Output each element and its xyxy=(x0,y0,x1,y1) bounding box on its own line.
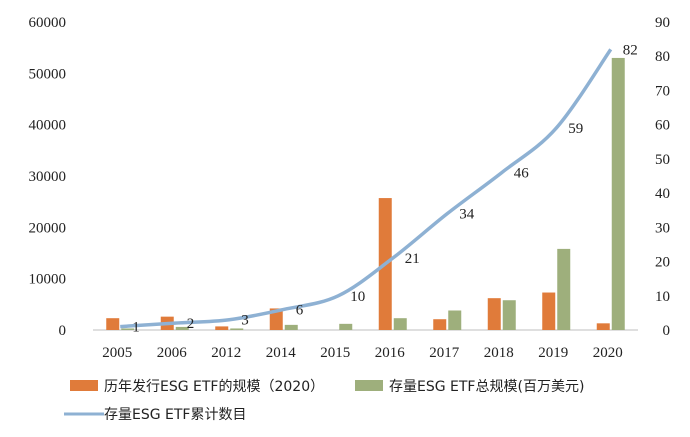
legend-label-line-count: 存量ESG ETF累计数目 xyxy=(104,407,246,423)
legend-label-bar-total: 存量ESG ETF总规模(百万美元) xyxy=(389,379,584,395)
left-axis-tick-label: 60000 xyxy=(29,15,67,31)
line-data-label: 34 xyxy=(459,207,475,223)
line-data-label: 59 xyxy=(568,121,583,137)
x-axis-tick-label: 2005 xyxy=(102,345,132,361)
bar-total-size xyxy=(175,326,189,330)
line-data-label: 3 xyxy=(241,313,249,329)
legend-label-bar-annual: 历年发行ESG ETF的规模（2020） xyxy=(104,379,324,395)
x-axis-tick-label: 2014 xyxy=(266,345,297,361)
bar-annual-issuance xyxy=(106,318,120,330)
bar-total-size xyxy=(611,57,625,330)
right-axis-tick-label: 60 xyxy=(655,118,670,134)
bar-annual-issuance xyxy=(542,292,556,330)
right-axis-tick-label: 30 xyxy=(655,220,670,236)
bar-total-size xyxy=(121,328,135,330)
left-axis-tick-label: 30000 xyxy=(29,169,67,185)
right-axis-tick-label: 0 xyxy=(663,323,671,339)
line-cumulative-count xyxy=(120,48,613,329)
line-series xyxy=(120,48,613,329)
legend-swatch-bar-total xyxy=(355,380,383,391)
line-data-label: 2 xyxy=(187,316,195,332)
bar-annual-issuance xyxy=(487,298,501,330)
bar-annual-issuance xyxy=(215,326,229,330)
bar-total-size xyxy=(230,328,244,330)
x-axis-tick-label: 2017 xyxy=(429,345,460,361)
right-axis-tick-label: 90 xyxy=(655,15,670,31)
left-axis-ticks: 0 10000 20000 30000 40000 50000 60000 xyxy=(29,15,67,339)
right-axis-tick-label: 80 xyxy=(655,49,670,65)
bar-annual-issuance xyxy=(433,319,447,330)
left-axis-tick-label: 20000 xyxy=(29,220,67,236)
left-axis-tick-label: 10000 xyxy=(29,272,67,288)
line-data-label: 10 xyxy=(350,289,365,305)
x-axis-tick-label: 2020 xyxy=(593,345,623,361)
right-axis-tick-label: 70 xyxy=(655,83,670,99)
right-axis-tick-label: 20 xyxy=(655,255,670,271)
x-axis-ticks: 2005 2006 2012 2014 2015 2016 2017 2018 2019 2020 xyxy=(102,345,623,361)
line-data-labels: 1 2 3 6 10 21 34 46 59 82 xyxy=(132,42,638,335)
bar-total-size xyxy=(393,318,407,330)
bar-annual-issuance xyxy=(596,323,610,330)
line-data-label: 6 xyxy=(296,302,304,318)
right-axis-tick-label: 40 xyxy=(655,186,670,202)
left-axis-tick-label: 0 xyxy=(59,323,67,339)
x-axis-tick-label: 2016 xyxy=(375,345,406,361)
bar-total-size xyxy=(502,300,516,330)
legend-swatch-bar-annual xyxy=(70,380,98,391)
bar-total-size xyxy=(339,323,353,330)
line-data-label: 82 xyxy=(623,42,638,58)
bars xyxy=(106,57,625,330)
line-data-label: 1 xyxy=(132,320,140,336)
left-axis-tick-label: 40000 xyxy=(29,118,67,134)
bar-annual-issuance xyxy=(269,308,283,330)
right-axis-tick-label: 50 xyxy=(655,152,670,168)
bar-total-size xyxy=(557,248,571,330)
bar-total-size xyxy=(284,324,298,330)
x-axis-tick-label: 2018 xyxy=(484,345,514,361)
left-axis-tick-label: 50000 xyxy=(29,66,67,82)
right-axis-tick-label: 10 xyxy=(655,289,670,305)
x-axis-tick-label: 2006 xyxy=(157,345,188,361)
right-axis-ticks: 0 10 20 30 40 50 60 70 80 90 xyxy=(655,15,670,339)
line-data-label: 21 xyxy=(405,251,420,267)
x-axis-tick-label: 2019 xyxy=(538,345,568,361)
line-data-label: 46 xyxy=(514,166,530,182)
bar-total-size xyxy=(448,310,462,330)
legend: 历年发行ESG ETF的规模（2020） 存量ESG ETF总规模(百万美元) … xyxy=(64,379,584,423)
x-axis-tick-label: 2012 xyxy=(211,345,241,361)
x-axis-tick-label: 2015 xyxy=(320,345,350,361)
